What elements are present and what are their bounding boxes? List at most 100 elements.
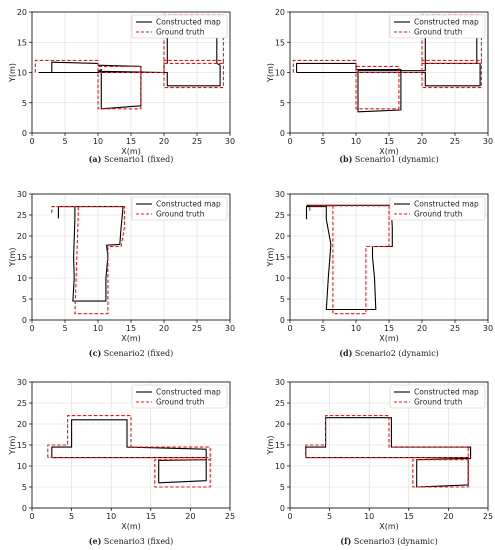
chart-panel-4: 0 5 10 15 20 25 30 0 5 10 15 20 25 30 X(m) Y(m) Construc… bbox=[266, 190, 493, 358]
caption-text: Scenario2 (dynamic) bbox=[352, 349, 438, 358]
x-tick-label: 25 bbox=[225, 512, 235, 521]
y-axis-label: Y(m) bbox=[266, 63, 275, 83]
legend-constructed-label: Constructed map bbox=[156, 200, 221, 209]
y-tick-label: 30 bbox=[17, 378, 27, 387]
caption-text: Scenario3 (fixed) bbox=[101, 537, 173, 546]
legend-truth-label: Ground truth bbox=[156, 398, 205, 407]
caption-letter: (e) bbox=[89, 536, 102, 546]
x-tick-label: 10 bbox=[351, 324, 361, 333]
x-tick-label: 25 bbox=[483, 512, 493, 521]
x-tick-label: 20 bbox=[443, 512, 453, 521]
x-tick-label: 15 bbox=[404, 512, 414, 521]
ground-truth-line bbox=[47, 415, 211, 488]
y-tick-label: 15 bbox=[275, 38, 285, 47]
y-tick-label: 15 bbox=[275, 253, 285, 262]
y-tick-label: 30 bbox=[275, 190, 285, 199]
x-axis-label: X(m) bbox=[121, 334, 141, 343]
ground-truth-line bbox=[34, 14, 224, 110]
legend-truth-label: Ground truth bbox=[414, 28, 463, 37]
legend-truth-label: Ground truth bbox=[414, 210, 463, 219]
y-tick-label: 0 bbox=[280, 316, 285, 325]
y-tick-label: 20 bbox=[275, 8, 285, 17]
legend-constructed-label: Constructed map bbox=[414, 388, 479, 397]
y-tick-label: 30 bbox=[275, 378, 285, 387]
y-tick-label: 15 bbox=[17, 441, 27, 450]
constructed-map-line bbox=[305, 417, 472, 488]
legend-box bbox=[389, 384, 486, 409]
x-tick-label: 25 bbox=[192, 137, 202, 146]
x-tick-label: 15 bbox=[126, 137, 136, 146]
x-tick-label: 30 bbox=[483, 137, 493, 146]
ground-truth-line bbox=[51, 206, 125, 315]
x-tick-label: 20 bbox=[159, 137, 169, 146]
y-tick-label: 5 bbox=[280, 295, 285, 304]
y-tick-label: 25 bbox=[17, 399, 27, 408]
y-tick-label: 15 bbox=[17, 38, 27, 47]
ground-truth-line bbox=[305, 415, 469, 488]
x-tick-label: 5 bbox=[320, 324, 325, 333]
y-tick-label: 25 bbox=[275, 399, 285, 408]
caption-letter: (c) bbox=[89, 348, 102, 358]
panel-caption: (c) Scenario2 (fixed) bbox=[89, 348, 173, 358]
x-tick-label: 10 bbox=[351, 137, 361, 146]
x-tick-label: 15 bbox=[384, 137, 394, 146]
y-tick-label: 0 bbox=[280, 504, 285, 513]
x-tick-label: 0 bbox=[287, 324, 292, 333]
y-tick-label: 0 bbox=[22, 504, 27, 513]
legend-box bbox=[131, 384, 228, 409]
caption-text: Scenario1 (fixed) bbox=[101, 155, 173, 164]
x-axis-label: X(m) bbox=[121, 522, 141, 531]
y-tick-label: 20 bbox=[17, 232, 27, 241]
chart-panel-3: 0 5 10 15 20 25 30 0 5 10 15 20 25 30 X(m) Y(m) Construc… bbox=[8, 190, 235, 358]
y-axis-label: Y(m) bbox=[8, 63, 17, 83]
y-tick-label: 5 bbox=[22, 99, 27, 108]
x-tick-label: 5 bbox=[62, 137, 67, 146]
ground-truth-line bbox=[309, 205, 390, 315]
y-tick-label: 20 bbox=[275, 232, 285, 241]
ground-truth-line bbox=[292, 14, 482, 110]
x-axis-label: X(m) bbox=[379, 522, 399, 531]
caption-letter: (b) bbox=[339, 154, 352, 164]
y-tick-label: 10 bbox=[17, 462, 27, 471]
legend-constructed-label: Constructed map bbox=[414, 200, 479, 209]
constructed-map-line bbox=[57, 206, 124, 302]
x-tick-label: 30 bbox=[225, 324, 235, 333]
legend-truth-label: Ground truth bbox=[156, 28, 205, 37]
panel-caption: (d) Scenario2 (dynamic) bbox=[339, 348, 439, 358]
x-tick-label: 10 bbox=[364, 512, 374, 521]
y-tick-label: 25 bbox=[275, 211, 285, 220]
chart-panel-6: 0 5 10 15 20 25 0 5 10 15 20 25 30 X(m) Y(m) Constructe… bbox=[266, 378, 493, 546]
x-tick-label: 0 bbox=[29, 137, 34, 146]
y-tick-label: 5 bbox=[22, 483, 27, 492]
caption-text: Scenario3 (dynamic) bbox=[351, 537, 437, 546]
x-axis-label: X(m) bbox=[379, 334, 399, 343]
caption-text: Scenario1 (dynamic) bbox=[352, 155, 438, 164]
panel-caption: (a) Scenario1 (fixed) bbox=[89, 154, 174, 164]
y-tick-label: 5 bbox=[280, 483, 285, 492]
legend-truth-label: Ground truth bbox=[156, 210, 205, 219]
chart-panel-5: 0 5 10 15 20 25 0 5 10 15 20 25 30 X(m) Y(m) Constructe… bbox=[8, 378, 235, 546]
legend-truth-label: Ground truth bbox=[414, 398, 463, 407]
x-tick-label: 5 bbox=[62, 324, 67, 333]
y-tick-label: 15 bbox=[275, 441, 285, 450]
y-tick-label: 10 bbox=[275, 274, 285, 283]
x-tick-label: 0 bbox=[29, 324, 34, 333]
y-tick-label: 0 bbox=[22, 316, 27, 325]
x-tick-label: 30 bbox=[483, 324, 493, 333]
constructed-map-line bbox=[305, 204, 393, 311]
x-tick-label: 30 bbox=[225, 137, 235, 146]
x-tick-label: 0 bbox=[29, 512, 34, 521]
chart-panel-2: 0 5 10 15 20 25 30 0 5 10 15 20 X(m) Y(m) Constructed … bbox=[266, 8, 493, 164]
y-tick-label: 30 bbox=[17, 190, 27, 199]
x-tick-label: 10 bbox=[93, 324, 103, 333]
x-tick-label: 20 bbox=[417, 324, 427, 333]
y-tick-label: 5 bbox=[22, 295, 27, 304]
x-tick-label: 5 bbox=[327, 512, 332, 521]
panel-caption: (e) Scenario3 (fixed) bbox=[89, 536, 174, 546]
y-tick-label: 20 bbox=[275, 420, 285, 429]
x-tick-label: 5 bbox=[69, 512, 74, 521]
panel-caption: (b) Scenario1 (dynamic) bbox=[339, 154, 439, 164]
x-tick-label: 25 bbox=[450, 324, 460, 333]
legend-constructed-label: Constructed map bbox=[414, 18, 479, 27]
x-tick-label: 15 bbox=[384, 324, 394, 333]
